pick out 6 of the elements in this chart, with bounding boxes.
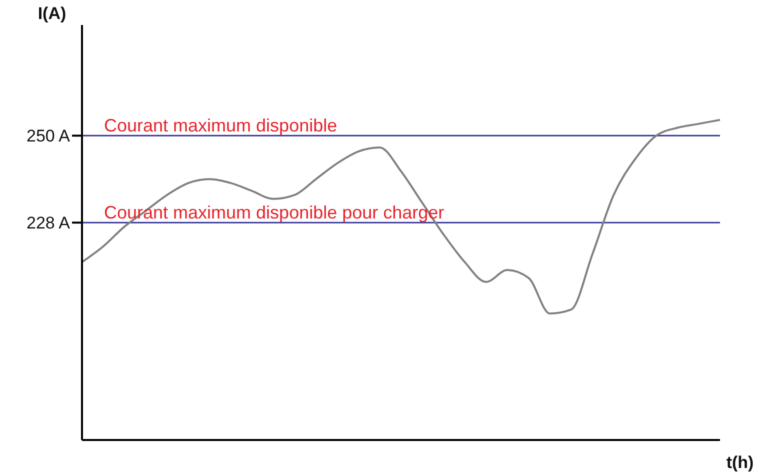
ref-line-label: Courant maximum disponible xyxy=(104,116,338,136)
y-tick-label: 228 A xyxy=(26,214,71,233)
y-axis-title: I(A) xyxy=(38,4,66,23)
x-axis-title: t(h) xyxy=(726,453,754,472)
line-series xyxy=(81,118,721,315)
y-tick-label: 250 A xyxy=(26,126,71,146)
